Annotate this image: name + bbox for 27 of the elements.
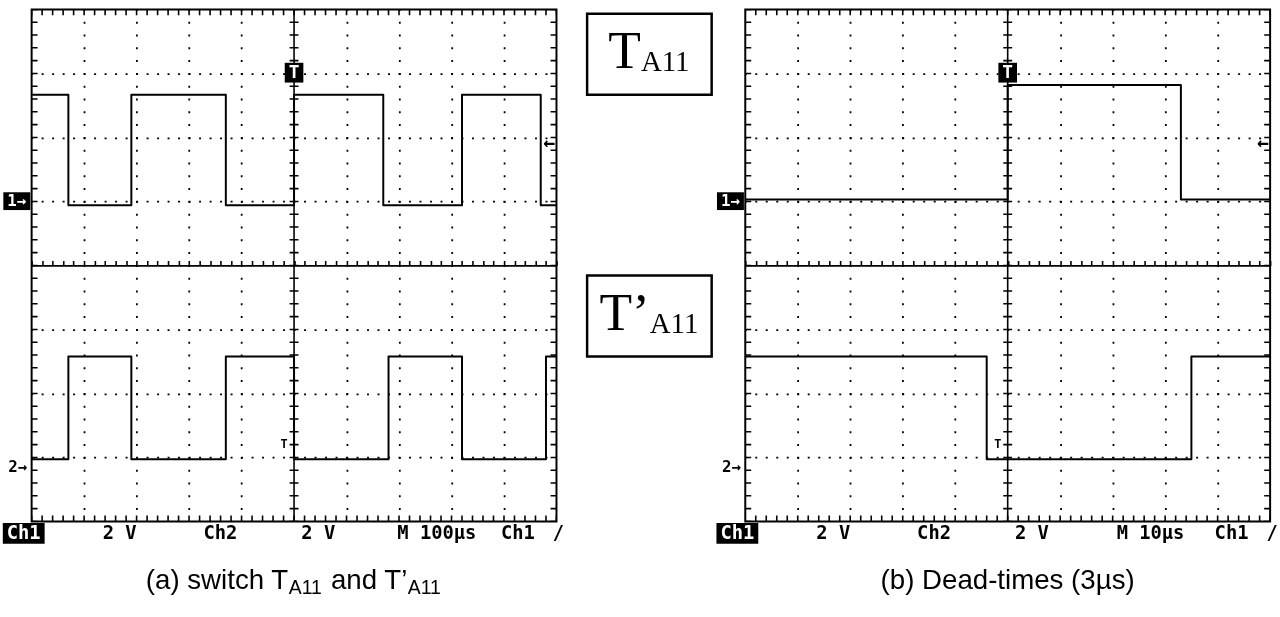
text: 2 V xyxy=(102,522,137,544)
series-label: TA11 xyxy=(608,20,690,81)
text: Ch1 xyxy=(500,522,535,544)
text: 2→ xyxy=(721,457,741,476)
annotation: T xyxy=(280,437,288,452)
text: T xyxy=(1002,60,1014,82)
text: M 10µs xyxy=(1116,522,1185,544)
text: Ch1 xyxy=(1214,522,1249,544)
text: / xyxy=(552,522,565,544)
annotation: ← xyxy=(1257,130,1270,154)
text: Ch1 xyxy=(720,522,755,544)
annotation: ← xyxy=(543,130,556,154)
text: / xyxy=(1266,522,1278,544)
text: Ch2 xyxy=(917,522,952,544)
text: 1→ xyxy=(720,191,740,211)
text: 1→ xyxy=(7,191,27,211)
text: Ch2 xyxy=(203,522,238,544)
text: 2→ xyxy=(8,457,28,476)
text: 2 V xyxy=(1014,522,1049,544)
annotation: T xyxy=(994,437,1002,452)
text: 2 V xyxy=(301,522,336,544)
text: T xyxy=(288,60,300,82)
text: M 100µs xyxy=(397,522,477,544)
text: (b) Dead-times (3µs) xyxy=(880,563,1135,595)
text: Ch1 xyxy=(6,522,41,544)
text: 2 V xyxy=(816,522,851,544)
legend-label: T’A11 xyxy=(599,281,699,342)
